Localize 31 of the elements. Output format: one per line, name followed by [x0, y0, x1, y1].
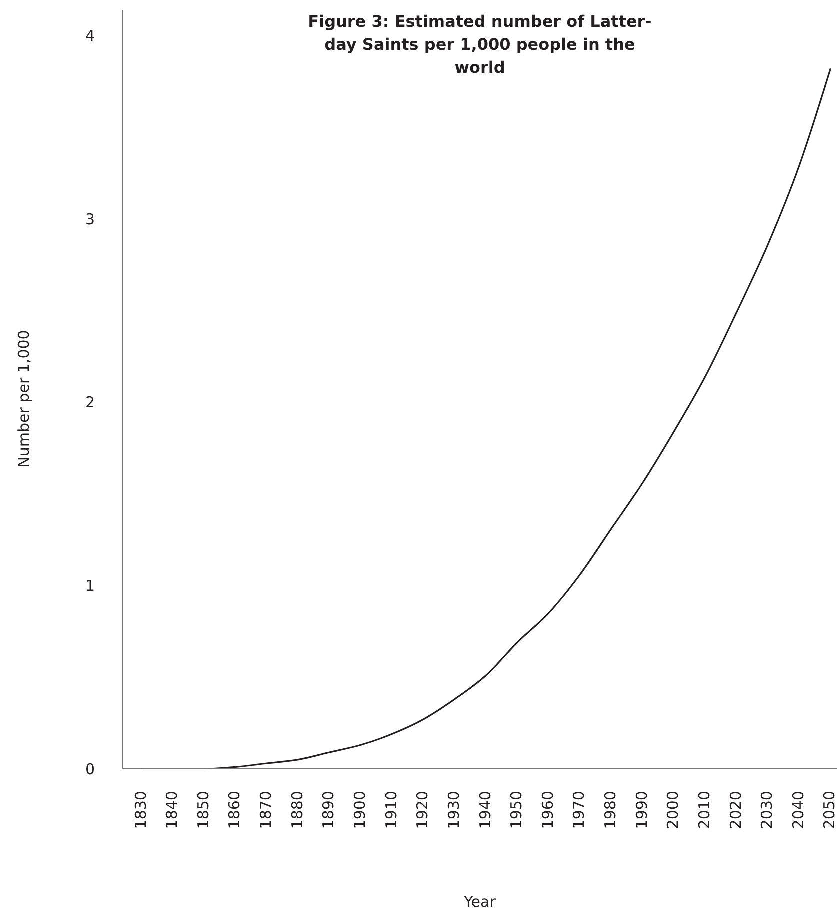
x-tick-label: 1970 — [570, 791, 588, 830]
x-tick-label: 1910 — [382, 791, 400, 830]
x-tick-label: 2040 — [789, 791, 808, 830]
y-tick-label: 1 — [85, 576, 95, 595]
y-tick-label: 3 — [85, 210, 95, 228]
x-axis-title: Year — [463, 893, 497, 911]
y-tick-label: 0 — [85, 760, 95, 778]
x-tick-label: 1860 — [226, 791, 244, 830]
x-tick-label: 1980 — [602, 791, 620, 830]
x-tick-label: 1880 — [288, 791, 306, 830]
x-tick-label: 1830 — [132, 791, 150, 830]
x-tick-label: 1960 — [538, 791, 557, 830]
x-tick-label: 1870 — [257, 791, 276, 830]
x-tick-label: 1920 — [414, 791, 432, 830]
x-tick-label: 1930 — [444, 791, 463, 830]
x-tick-label: 1840 — [163, 791, 182, 830]
x-tick-label: 1940 — [476, 791, 494, 830]
x-tick-label: 2010 — [695, 791, 714, 830]
x-tick-label: 1850 — [194, 791, 212, 830]
y-tick-label: 2 — [85, 394, 95, 412]
x-tick-label: 2050 — [820, 791, 837, 830]
y-axis-title: Number per 1,000 — [15, 329, 33, 470]
text: Figure 3: Estimated number of Latter-day Saints per 1,000 people in the world — [307, 11, 653, 79]
x-tick-label: 1950 — [508, 791, 526, 830]
x-tick-label: 1990 — [632, 791, 651, 830]
y-tick-label: 4 — [85, 26, 95, 45]
x-tick-label: 2000 — [664, 791, 682, 830]
x-tick-label: 2030 — [758, 791, 776, 830]
x-tick-label: 1900 — [351, 791, 369, 830]
x-tick-label: 1890 — [320, 791, 338, 830]
x-tick-label: 2020 — [726, 791, 745, 830]
